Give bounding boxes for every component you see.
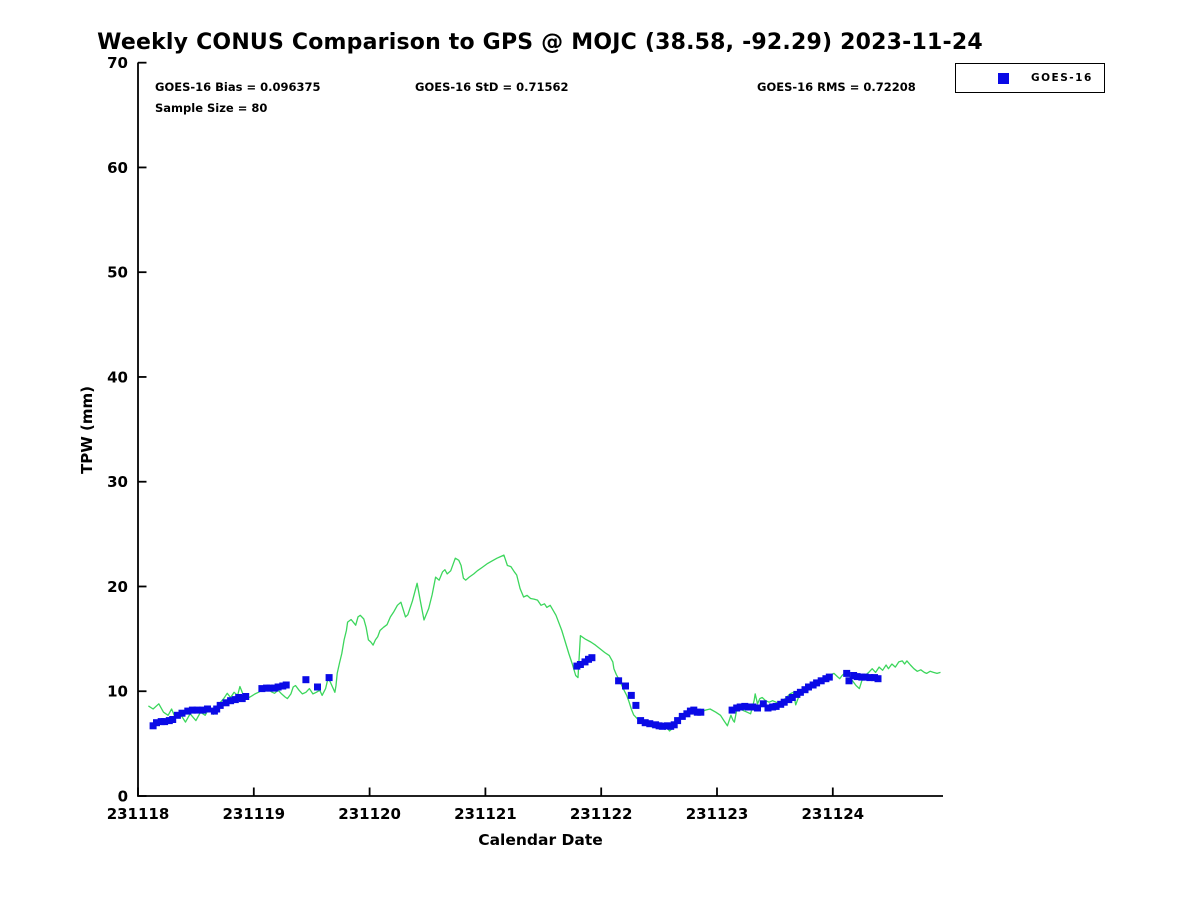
stat-std: GOES-16 StD = 0.71562 [415,80,569,94]
goes16-marker [817,677,825,685]
goes16-marker [749,703,757,711]
goes16-marker [843,669,851,677]
goes16-marker [588,654,596,662]
goes16-marker [796,688,804,696]
goes16-marker [805,683,812,691]
goes16-marker [759,700,767,708]
goes16-marker [222,699,230,707]
goes16-marker [736,703,744,711]
goes16-marker [874,675,882,683]
goes16-marker [302,676,310,684]
goes16-marker [772,702,780,710]
goes16-marker [227,697,235,705]
goes16-marker [213,705,221,713]
goes16-marker [670,721,678,729]
goes16-marker [678,712,686,720]
goes16-marker [216,701,224,709]
goes16-marker [697,708,705,716]
goes16-marker [845,677,853,685]
x-axis-label: Calendar Date [478,831,603,849]
y-tick-label: 40 [107,368,128,386]
goes16-marker [204,705,211,713]
y-tick-label: 50 [107,264,128,282]
goes16-marker [659,722,667,730]
goes16-marker [637,717,645,725]
goes16-marker [813,679,821,687]
legend: GOES-16 [955,63,1105,93]
goes16-marker [674,717,682,725]
goes16-marker [632,701,640,709]
y-tick-label: 30 [107,473,128,491]
y-tick-label: 10 [107,683,128,701]
goes16-marker [788,694,796,701]
stat-sample-size: Sample Size = 80 [155,101,268,115]
goes16-marker [615,677,623,685]
gps-line [148,554,941,732]
goes16-marker [825,673,833,681]
goes16-marker [274,683,282,691]
goes16-marker [646,720,654,728]
x-tick-label: 231120 [338,805,401,823]
x-tick-label: 231119 [222,805,285,823]
goes16-marker [728,706,736,714]
x-tick-label: 231124 [801,805,864,823]
x-tick-label: 231118 [107,805,170,823]
goes16-marker [178,709,186,717]
goes16-marker [622,682,629,690]
goes16-marker [627,691,635,699]
stat-bias: GOES-16 Bias = 0.096375 [155,80,321,94]
x-tick-label: 231122 [570,805,633,823]
y-tick-label: 70 [107,54,128,72]
goes16-marker [314,683,321,691]
chart-title: Weekly CONUS Comparison to GPS @ MOJC (3… [97,30,983,55]
goes16-marker [744,703,752,711]
y-tick-label: 20 [107,578,128,596]
goes16-marker [325,674,333,682]
goes16-marker [780,698,788,706]
goes16-marker [641,719,649,727]
goes16-marker [242,693,250,700]
goes16-marker [754,704,761,712]
goes16-marker [199,706,207,714]
goes16-marker [861,673,869,681]
goes16-marker [764,704,772,712]
legend-label-goes16: GOES-16 [1031,72,1093,84]
goes16-marker-swatch-icon [998,72,1009,84]
x-tick-label: 231123 [686,805,749,823]
goes16-marker [153,719,160,727]
goes16-marker [266,684,274,692]
goes16-marker [853,673,861,681]
goes16-marker [184,707,192,715]
goes16-marker [576,661,584,668]
goes16-marker [282,681,290,689]
stat-rms: GOES-16 RMS = 0.72208 [757,80,916,94]
goes16-marker [188,706,196,714]
x-tick-label: 231121 [454,805,517,823]
goes16-marker [193,706,201,714]
goes16-marker [161,718,169,726]
y-tick-label: 60 [107,159,128,177]
goes16-marker [866,674,874,682]
goes16-marker [258,685,266,693]
y-tick-label: 0 [118,788,128,806]
goes16-marker [173,711,181,719]
goes16-marker [169,716,177,723]
